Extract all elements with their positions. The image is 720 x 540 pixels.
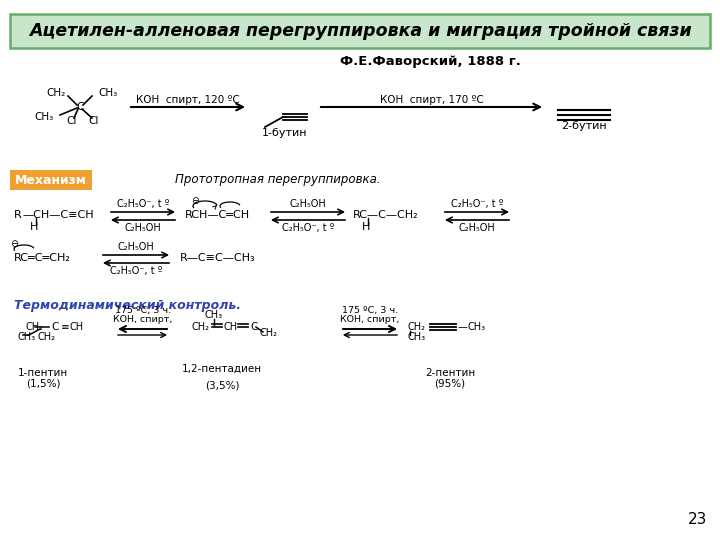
Text: КОН  спирт, 120 ºС: КОН спирт, 120 ºС	[136, 95, 240, 105]
Text: CH₂: CH₂	[37, 332, 55, 342]
Text: CH₂: CH₂	[25, 322, 43, 332]
Text: C₂H₅OH: C₂H₅OH	[289, 199, 326, 209]
Text: RCH—C═CH: RCH—C═CH	[185, 210, 250, 220]
Text: RC—C—CH₂: RC—C—CH₂	[353, 210, 418, 220]
Text: (95%): (95%)	[434, 378, 466, 388]
Text: 2-бутин: 2-бутин	[561, 121, 607, 131]
Text: CH₃: CH₃	[408, 332, 426, 342]
Text: 175 ºС, 3 ч.: 175 ºС, 3 ч.	[115, 307, 171, 315]
Text: 2-пентин: 2-пентин	[425, 368, 475, 378]
Text: C₂H₅O⁻, t º: C₂H₅O⁻, t º	[282, 223, 334, 233]
Text: —CH—C≡CH: —CH—C≡CH	[22, 210, 94, 220]
Text: CH₃: CH₃	[35, 112, 54, 122]
Text: КОН  спирт, 170 ºС: КОН спирт, 170 ºС	[380, 95, 484, 105]
Text: КОН, спирт,: КОН, спирт,	[341, 314, 400, 323]
Text: ≡: ≡	[61, 322, 70, 332]
Text: 175 ºС, 3 ч.: 175 ºС, 3 ч.	[342, 307, 398, 315]
Text: CH₂: CH₂	[192, 322, 210, 332]
FancyBboxPatch shape	[10, 14, 710, 48]
Text: CH₂: CH₂	[260, 328, 278, 338]
Text: C: C	[51, 322, 58, 332]
Text: Термодинамический контроль.: Термодинамический контроль.	[14, 299, 241, 312]
Text: Ф.Е.Фаворский, 1888 г.: Ф.Е.Фаворский, 1888 г.	[340, 56, 521, 69]
Text: C₂H₅OH: C₂H₅OH	[117, 242, 154, 252]
Text: 1,2-пентадиен: 1,2-пентадиен	[182, 364, 262, 374]
Text: H: H	[30, 222, 38, 232]
Text: RC═C═CH₂: RC═C═CH₂	[14, 253, 71, 263]
Text: CH₂: CH₂	[408, 322, 426, 332]
Text: ⊖: ⊖	[191, 196, 199, 206]
Text: C: C	[76, 102, 84, 112]
Text: (3,5%): (3,5%)	[204, 380, 239, 390]
Text: КОН, спирт,: КОН, спирт,	[113, 314, 173, 323]
Text: 1-бутин: 1-бутин	[262, 128, 307, 138]
Text: H: H	[362, 222, 370, 232]
Text: Cl: Cl	[67, 116, 77, 126]
Text: ⊖: ⊖	[10, 239, 18, 249]
Text: C₂H₅OH: C₂H₅OH	[459, 223, 495, 233]
Text: C₂H₅O⁻, t º: C₂H₅O⁻, t º	[117, 199, 169, 209]
Text: C₂H₅OH: C₂H₅OH	[125, 223, 161, 233]
Text: C₂H₅O⁻, t º: C₂H₅O⁻, t º	[451, 199, 503, 209]
Text: CH: CH	[70, 322, 84, 332]
Text: CH₃: CH₃	[468, 322, 486, 332]
Text: Прототропная перегруппировка.: Прототропная перегруппировка.	[175, 173, 381, 186]
Text: R: R	[14, 210, 22, 220]
Text: —: —	[458, 322, 468, 332]
Text: C₂H₅O⁻, t º: C₂H₅O⁻, t º	[110, 266, 162, 276]
Text: Ацетилен-алленовая перегруппировка и миграция тройной связи: Ацетилен-алленовая перегруппировка и миг…	[29, 22, 691, 40]
Text: R—C≡C—CH₃: R—C≡C—CH₃	[180, 253, 256, 263]
Text: 1-пентин: 1-пентин	[18, 368, 68, 378]
Text: CH₃: CH₃	[205, 310, 223, 320]
Text: CH₃: CH₃	[17, 332, 35, 342]
Text: (1,5%): (1,5%)	[26, 378, 60, 388]
Text: C: C	[250, 322, 257, 332]
Text: CH₃: CH₃	[98, 88, 117, 98]
Text: Механизм: Механизм	[15, 173, 87, 186]
Text: CH: CH	[224, 322, 238, 332]
Text: Cl: Cl	[89, 116, 99, 126]
Bar	[10, 170, 92, 190]
Text: CH₂: CH₂	[47, 88, 66, 98]
Text: 23: 23	[688, 512, 708, 528]
